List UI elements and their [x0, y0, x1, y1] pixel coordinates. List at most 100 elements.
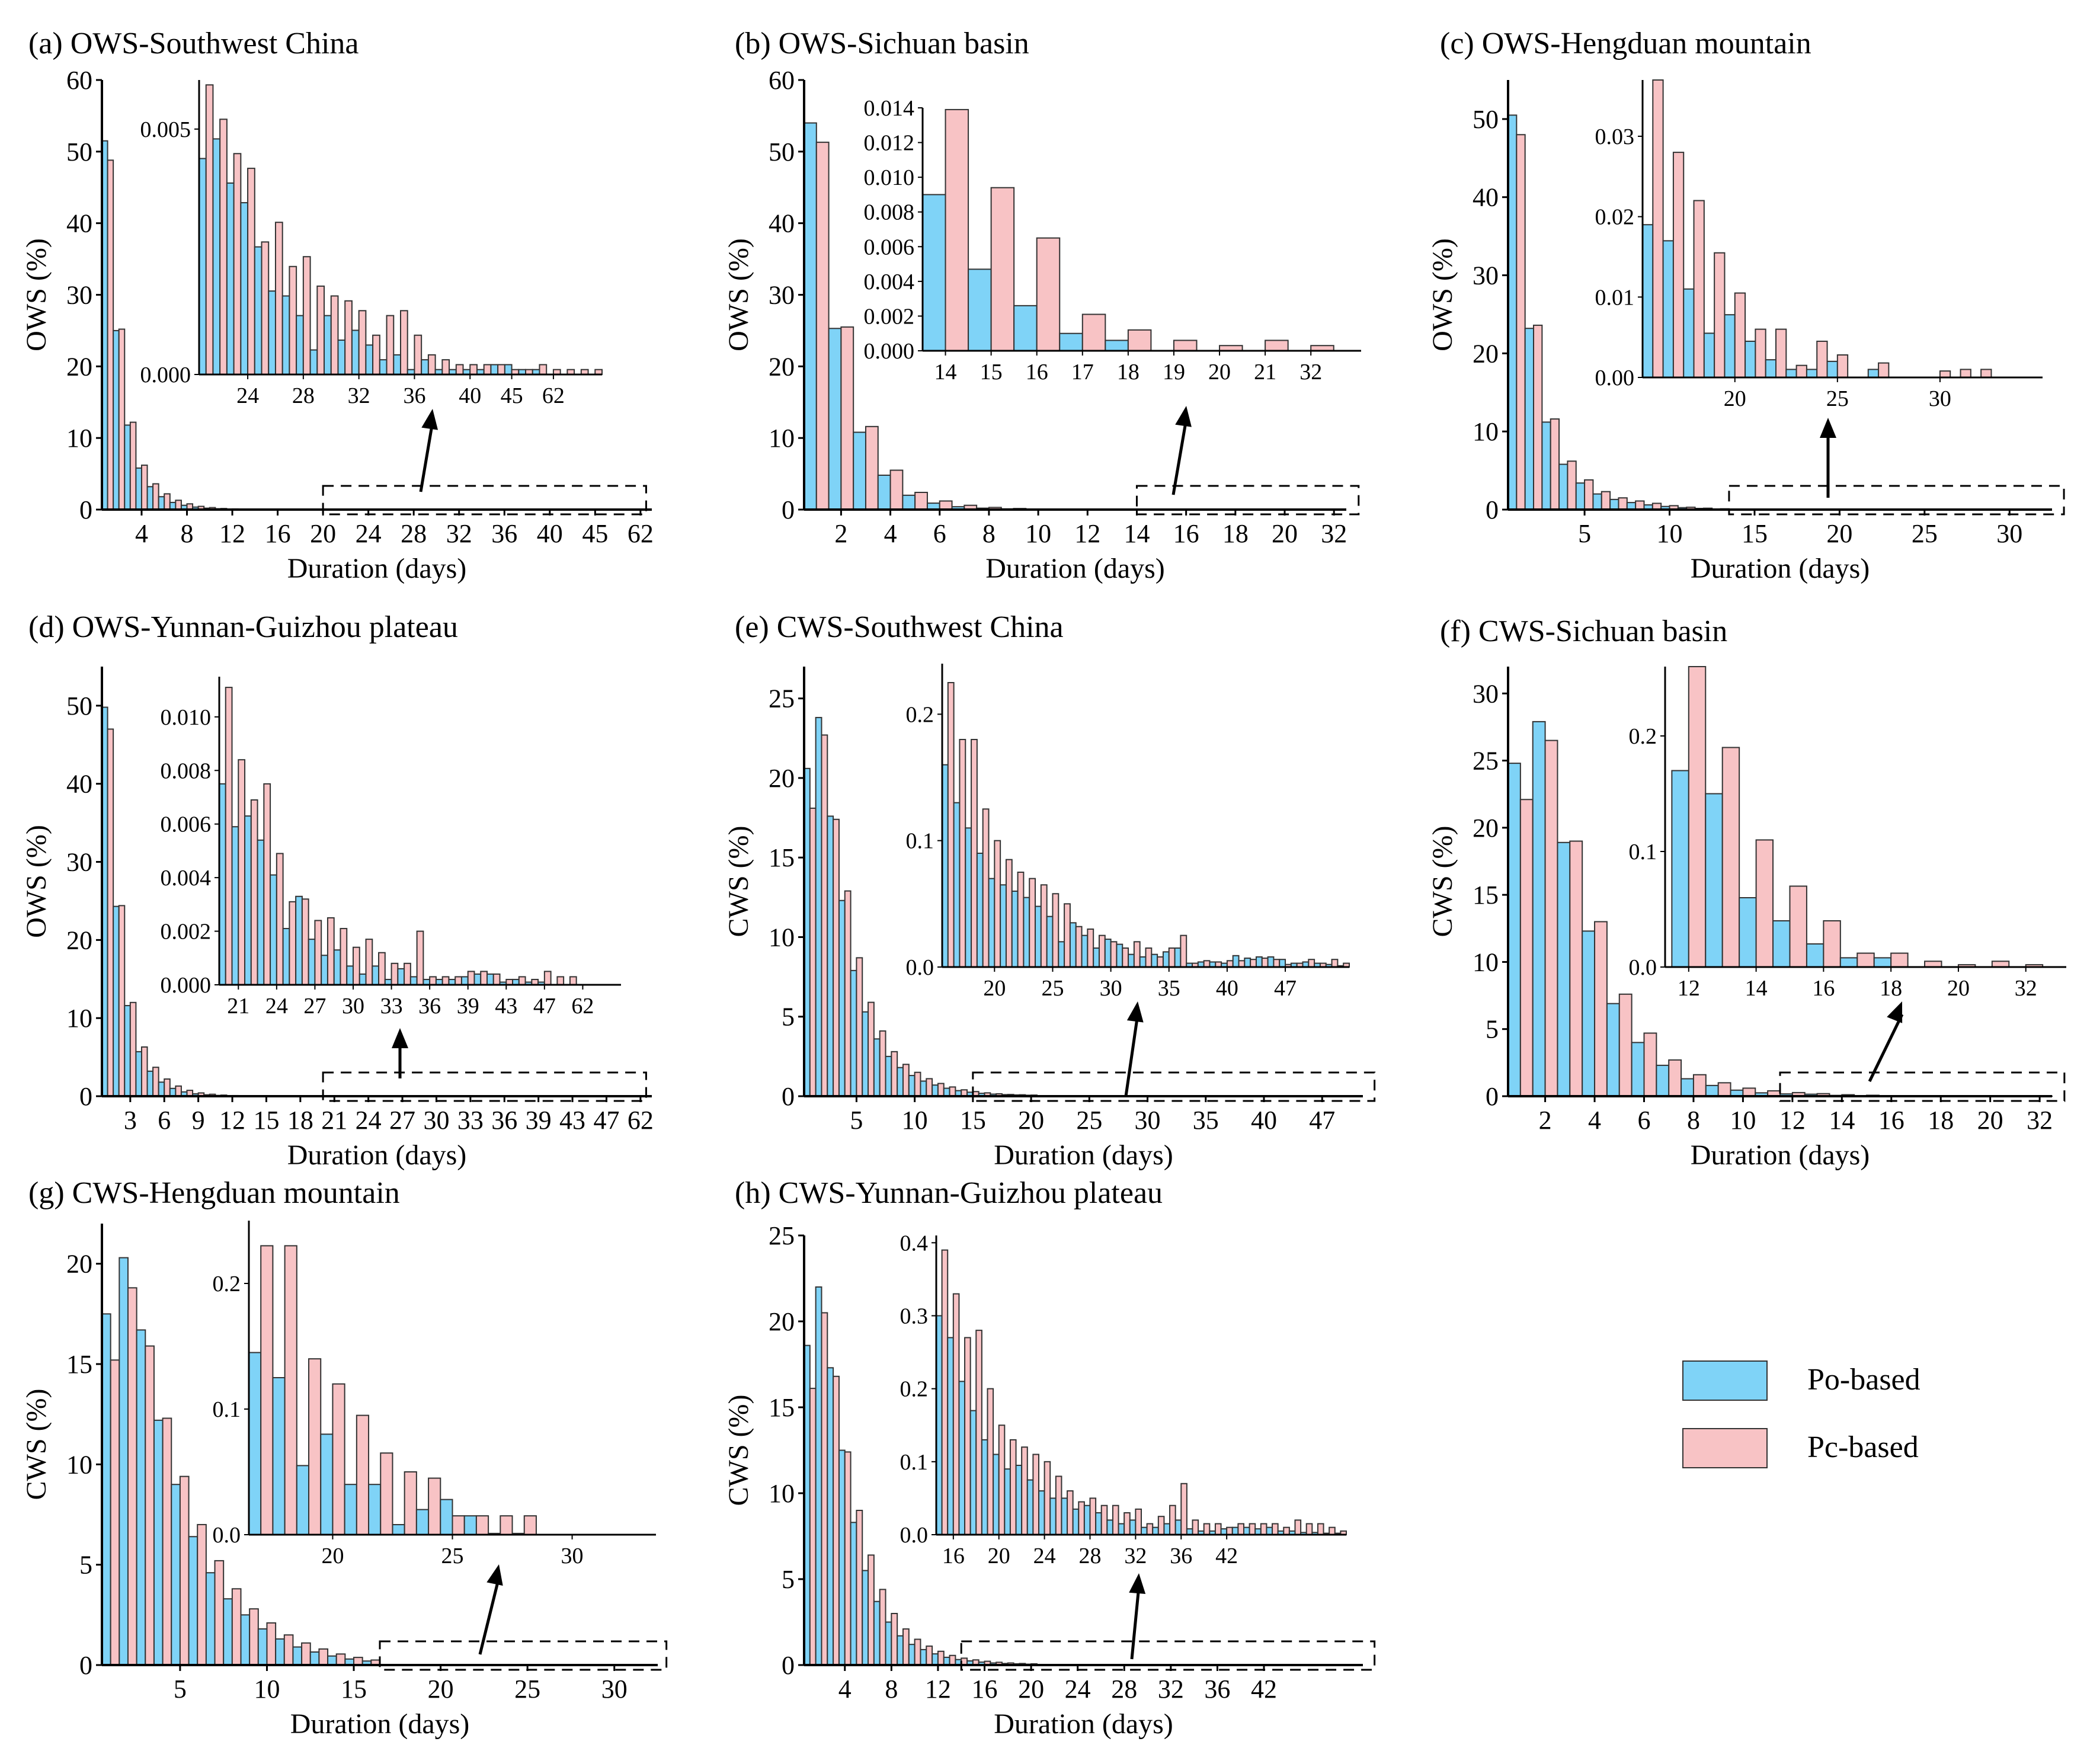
y-tick-label: 0	[1486, 495, 1499, 524]
bar-pc-5	[152, 483, 159, 510]
inset-bar-po-32	[351, 329, 360, 376]
inset-bar-pc-17	[959, 739, 966, 968]
inset-bar-pc-21	[1005, 859, 1013, 968]
x-tick-label: 36	[1204, 1675, 1230, 1704]
bar-pc-2	[840, 326, 854, 510]
inset-bar-po-24	[415, 1509, 430, 1536]
bar-po-1	[804, 122, 817, 510]
bar-pc-8	[231, 1588, 242, 1666]
inset-bar-pc-32	[1133, 941, 1141, 968]
bar-pc-2	[1544, 739, 1558, 1097]
bar-po-7	[873, 1038, 881, 1097]
x-tick-label: 4	[135, 519, 148, 548]
inset-bar-pc-20	[994, 840, 1001, 968]
inset-y-tick-label: 0.010	[161, 705, 212, 730]
y-axis-label: OWS (%)	[1427, 238, 1458, 351]
bar-po-2	[113, 329, 120, 511]
x-tick-label: 4	[838, 1675, 852, 1704]
inset-bar-pc-26	[301, 898, 309, 985]
inset-bar-po-22	[212, 138, 221, 375]
inset-bar-po-42	[490, 364, 499, 376]
inset-bar-pc-45	[1283, 1526, 1290, 1535]
bar-po-5	[146, 1070, 154, 1097]
inset-bar-po-31	[1116, 943, 1123, 968]
x-tick-label: 40	[1251, 1106, 1277, 1135]
y-tick-label: 10	[66, 1004, 92, 1033]
zoom-arrow-head	[1175, 406, 1192, 427]
x-tick-label: 27	[389, 1106, 415, 1135]
inset-y-tick-label: 0.002	[864, 304, 915, 329]
bar-po-5	[146, 486, 154, 510]
inset-bar-po-30	[1104, 939, 1112, 968]
bar-pc-6	[939, 500, 953, 510]
inset-bar-pc-23	[404, 1471, 417, 1535]
inset-bar-po-32	[1128, 953, 1135, 968]
inset-bar-po-32	[372, 965, 380, 985]
inset-bar-po-16	[1806, 943, 1824, 968]
inset-bar-po-24	[270, 874, 277, 985]
inset-bar-po-35	[409, 976, 418, 986]
y-tick-label: 50	[66, 691, 92, 721]
inset-bar-po-35	[1162, 951, 1170, 968]
inset-bar-pc-40	[469, 364, 478, 376]
inset-bar-pc-29	[1100, 1504, 1108, 1535]
inset-x-tick-label: 36	[1170, 1544, 1192, 1568]
inset-bar-pc-40	[1226, 1526, 1233, 1535]
inset-bar-po-17	[958, 1381, 966, 1536]
inset-bar-po-24	[1035, 905, 1042, 968]
inset-bar-pc-45	[539, 364, 548, 376]
inset-x-tick-label: 43	[495, 994, 517, 1019]
inset-x-tick-label: 30	[1100, 976, 1122, 1001]
zoom-arrow	[478, 1577, 501, 1655]
inset-bar-pc-12	[1688, 666, 1707, 968]
bar-po-1	[1507, 114, 1518, 510]
bar-po-10	[908, 1075, 916, 1097]
inset-bar-pc-18	[1890, 952, 1909, 968]
inset-bar-pc-29	[1098, 934, 1106, 968]
inset-bar-pc-48	[1317, 1523, 1324, 1536]
x-tick-label: 30	[1135, 1106, 1161, 1135]
bar-po-7	[873, 1600, 881, 1666]
x-tick-label: 36	[491, 519, 517, 548]
inset-bar-pc-38	[1203, 960, 1211, 968]
x-axis-label: Duration (days)	[1691, 1139, 1870, 1171]
y-tick-label: 0	[79, 1082, 92, 1111]
bar-po-3	[124, 1005, 131, 1097]
inset-bar-pc-37	[441, 976, 450, 986]
inset-bar-po-26	[463, 1515, 477, 1535]
inset-x-tick-label: 12	[1678, 976, 1700, 1001]
y-tick-label: 25	[1473, 747, 1499, 776]
inset-bar-po-31	[1118, 1523, 1125, 1536]
x-tick-label: 15	[341, 1675, 367, 1704]
y-tick-label: 20	[769, 1307, 795, 1336]
zoom-region-box	[960, 1640, 1376, 1671]
inset-y-tick-label: 0.000	[140, 363, 191, 388]
y-tick-label: 15	[66, 1350, 92, 1379]
y-tick-label: 0	[1486, 1082, 1499, 1111]
y-tick-label: 20	[66, 1250, 92, 1279]
inset-bar-po-27	[1072, 1508, 1080, 1535]
inset-bar-po-23	[392, 1524, 405, 1536]
bar-po-3	[1557, 841, 1571, 1097]
inset-x-tick-label: 20	[988, 1544, 1010, 1568]
bar-pc-2	[127, 1287, 137, 1666]
inset-x-tick-label: 36	[418, 994, 441, 1019]
inset-y-tick-label: 0.000	[161, 973, 212, 998]
x-tick-label: 6	[1638, 1106, 1651, 1135]
inset-bar-pc-29	[340, 928, 348, 985]
bar-po-4	[838, 1449, 846, 1666]
x-tick-label: 47	[1309, 1106, 1335, 1135]
bar-po-5	[902, 494, 916, 510]
inset-bar-pc-35	[1168, 947, 1176, 968]
y-tick-label: 10	[769, 923, 795, 952]
bar-po-6	[1631, 1042, 1645, 1097]
y-tick-label: 10	[769, 1479, 795, 1508]
x-tick-label: 20	[1826, 519, 1852, 548]
inset-x-tick-label: 35	[1158, 976, 1180, 1001]
y-axis-label: OWS (%)	[723, 238, 754, 351]
inset-bar-pc-16	[952, 1293, 960, 1536]
inset-bar-pc-24	[1044, 1461, 1051, 1536]
inset-x-tick-label: 25	[1826, 386, 1849, 411]
bar-po-3	[1541, 421, 1551, 511]
inset-bar-po-45	[1279, 959, 1286, 968]
